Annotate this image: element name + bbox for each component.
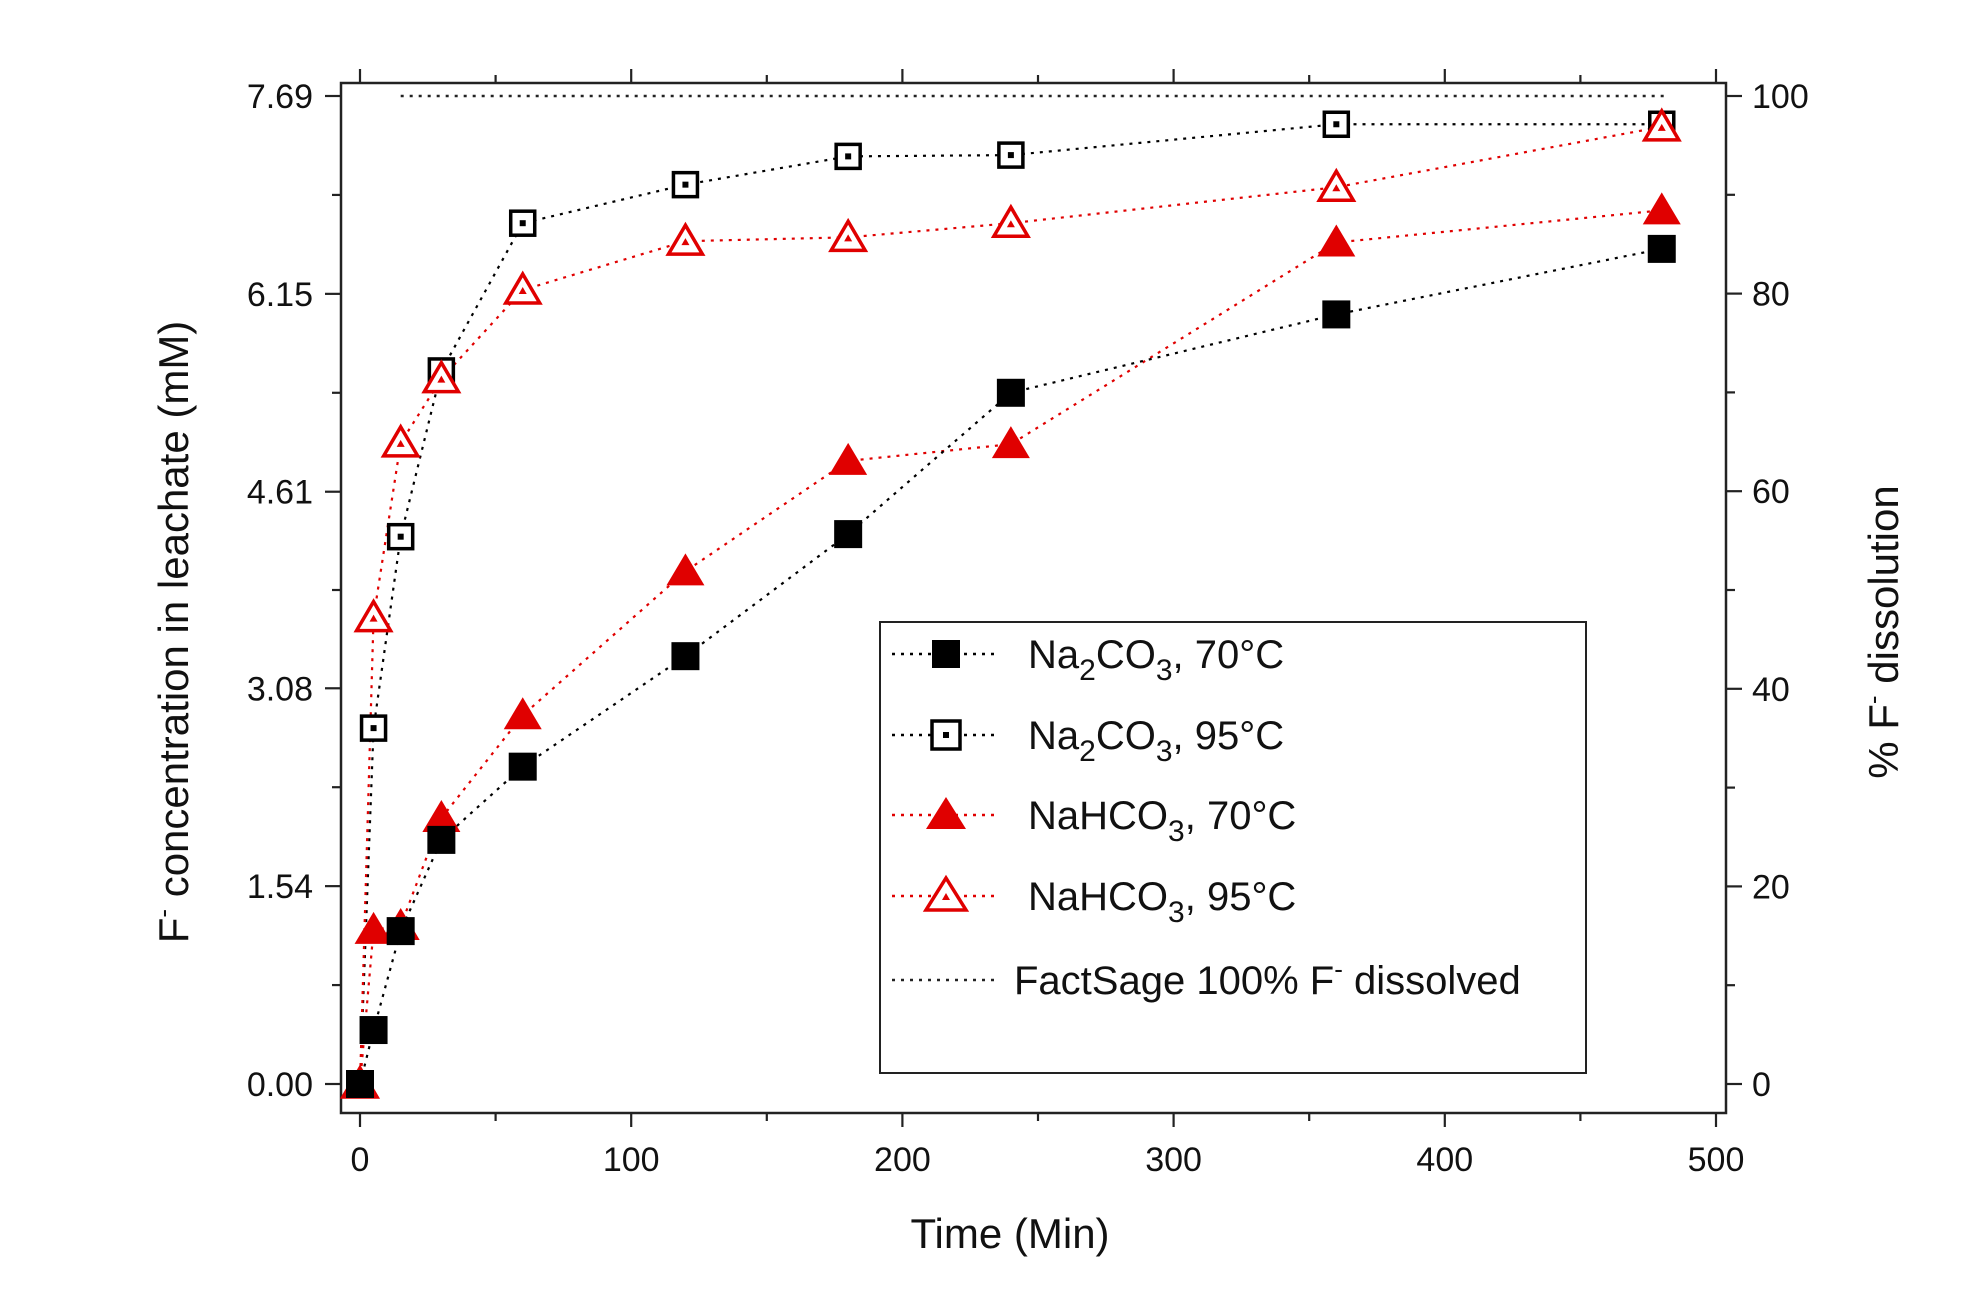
y2-tick-label: 60 — [1752, 473, 1790, 511]
y-tick-label: 0.00 — [247, 1066, 313, 1104]
legend-entry-3: NaHCO3, 70°C — [892, 794, 1296, 848]
data-point-center — [681, 238, 690, 246]
legend-marker-2-dot — [943, 732, 949, 738]
y-axis-title-rest: concentration in leachate (mM) — [150, 321, 197, 909]
data-point — [1317, 224, 1356, 257]
legend-marker-4-dot — [942, 893, 950, 900]
x-tick-label: 200 — [874, 1141, 931, 1179]
data-point-center — [1006, 220, 1015, 228]
data-point-center — [518, 287, 527, 295]
data-point — [671, 642, 700, 671]
y-tick-label: 3.08 — [247, 670, 313, 708]
x-tick-label: 400 — [1416, 1141, 1473, 1179]
data-point — [996, 378, 1025, 407]
y2-tick-label: 100 — [1752, 78, 1809, 116]
legend-marker-1 — [932, 640, 960, 668]
data-point-center — [1332, 184, 1341, 192]
y2-axis-title-prefix: % F — [1860, 704, 1907, 779]
data-point — [997, 141, 1025, 169]
legend-label-4: NaHCO3, 95°C — [1028, 875, 1296, 929]
data-point-center — [396, 439, 405, 447]
x-axis-title: Time (Min) — [910, 1210, 1109, 1257]
legend-entry-2: Na2CO3, 95°C — [892, 714, 1284, 768]
series-line-3 — [358, 209, 1662, 1085]
y-tick-label: 1.54 — [247, 868, 313, 906]
data-point — [834, 520, 863, 549]
data-point — [427, 825, 456, 854]
data-point-center — [369, 614, 378, 622]
legend-box — [879, 621, 1587, 1074]
legend: Na2CO3, 70°C Na2CO3, 95°C NaHCO3, 70°C N… — [879, 621, 1587, 1074]
y-axis-title: F- concentration in leachate (mM) — [148, 321, 197, 944]
x-tick-label: 100 — [603, 1141, 660, 1179]
data-point — [503, 697, 542, 730]
legend-entry-5: FactSage 100% F- dissolved — [892, 954, 1521, 1003]
data-point-center — [844, 234, 853, 242]
legend-label-1: Na2CO3, 70°C — [1028, 633, 1284, 687]
y2-axis-title-rest: dissolution — [1860, 485, 1907, 695]
y-axis-title-sup: - — [148, 909, 178, 918]
series-layer — [339, 107, 1682, 1099]
series-1 — [346, 234, 1676, 1098]
data-point-center — [437, 375, 446, 383]
data-point — [354, 911, 393, 944]
y2-axis-title-sup: - — [1858, 695, 1888, 704]
data-point — [386, 917, 415, 946]
data-point — [422, 800, 461, 833]
data-point-center — [397, 533, 404, 540]
data-point — [1322, 110, 1351, 139]
y-tick-label: 6.15 — [247, 276, 313, 314]
y2-tick-label: 80 — [1752, 276, 1790, 314]
data-point-center — [682, 181, 689, 188]
legend-entry-4: NaHCO3, 95°C — [892, 874, 1296, 929]
legend-label-3: NaHCO3, 70°C — [1028, 794, 1296, 848]
data-point — [1647, 234, 1676, 263]
data-point — [346, 1070, 374, 1098]
data-point — [1322, 300, 1351, 329]
legend-entry-1: Na2CO3, 70°C — [892, 633, 1284, 687]
y2-tick-label: 0 — [1752, 1066, 1771, 1104]
data-point — [508, 752, 537, 781]
data-point — [666, 553, 705, 586]
data-point-center — [1007, 152, 1014, 159]
data-point — [1642, 192, 1681, 225]
y-axis-left: 0.00 1.54 3.08 4.61 6.15 7.69 — [247, 78, 341, 1104]
data-point-center — [370, 725, 377, 732]
x-tick-label: 300 — [1145, 1141, 1202, 1179]
data-point — [991, 426, 1030, 459]
data-point-center — [845, 153, 852, 160]
data-point-center — [1657, 123, 1666, 131]
legend-label-2: Na2CO3, 95°C — [1028, 714, 1284, 768]
x-axis: 0 100 200 300 400 500 — [351, 69, 1745, 1179]
y2-tick-label: 40 — [1752, 671, 1790, 709]
data-point — [359, 1016, 388, 1045]
data-point-center — [519, 220, 526, 227]
y2-axis-title: % F- dissolution — [1858, 485, 1907, 778]
y-tick-label: 7.69 — [247, 78, 313, 116]
legend-label-5: FactSage 100% F- dissolved — [1014, 954, 1521, 1003]
legend-marker-3 — [926, 797, 966, 829]
series-line-2 — [358, 123, 1662, 1085]
plot-area-frame — [339, 81, 1728, 1115]
y-tick-label: 4.61 — [247, 474, 313, 512]
data-point — [829, 442, 868, 475]
x-tick-label: 500 — [1688, 1141, 1745, 1179]
y-axis-right: 0 20 40 60 80 100 — [1726, 78, 1809, 1104]
y2-tick-label: 20 — [1752, 868, 1790, 906]
x-tick-label: 0 — [351, 1141, 370, 1179]
y-axis-title-prefix: F — [150, 918, 197, 944]
data-point-center — [1333, 121, 1340, 128]
